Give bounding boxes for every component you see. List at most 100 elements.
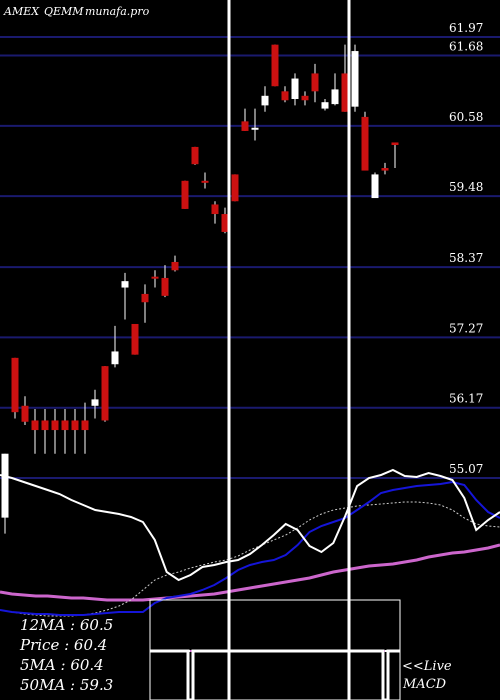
candle bbox=[61, 408, 69, 454]
candle bbox=[281, 86, 289, 103]
candle bbox=[301, 91, 309, 106]
candle bbox=[171, 255, 179, 272]
candle-body bbox=[21, 405, 29, 422]
macd-live-label: <<Live bbox=[402, 659, 452, 674]
candle bbox=[111, 325, 119, 368]
header-exchange: AMEX bbox=[3, 5, 40, 18]
y-tick-label: 57.27 bbox=[449, 321, 483, 335]
candle bbox=[351, 44, 359, 112]
candle-body bbox=[151, 276, 159, 279]
y-tick-label: 59.48 bbox=[449, 180, 483, 194]
candle bbox=[361, 111, 369, 171]
candle-body bbox=[231, 174, 239, 202]
header-symbol: QEMM bbox=[44, 5, 84, 18]
candle bbox=[51, 408, 59, 454]
candle bbox=[131, 323, 139, 355]
candle bbox=[91, 389, 99, 419]
candle-body bbox=[71, 420, 79, 431]
y-tick-label: 55.07 bbox=[449, 462, 483, 476]
y-tick-label: 61.97 bbox=[449, 21, 483, 35]
candle-body bbox=[281, 91, 289, 101]
candle-body bbox=[311, 73, 319, 92]
y-tick-label: 61.68 bbox=[449, 40, 483, 54]
candle-body bbox=[301, 95, 309, 101]
candle-body bbox=[181, 180, 189, 209]
candle-body bbox=[371, 174, 379, 199]
ma-fast-line bbox=[0, 480, 500, 616]
candle-body bbox=[241, 121, 249, 131]
candle bbox=[291, 73, 299, 106]
candle bbox=[41, 408, 49, 454]
candle bbox=[101, 366, 109, 422]
candle bbox=[21, 396, 29, 425]
candle-body bbox=[1, 453, 9, 518]
macd-pulse bbox=[150, 649, 400, 700]
price-line bbox=[0, 468, 500, 582]
candle-body bbox=[131, 323, 139, 355]
y-tick-label: 58.37 bbox=[449, 251, 483, 265]
ma-dotted-line bbox=[0, 501, 500, 617]
macd-panel bbox=[149, 599, 401, 700]
candle bbox=[81, 402, 89, 454]
candle bbox=[11, 357, 19, 419]
ma-slow-line bbox=[0, 543, 500, 602]
candle-body bbox=[31, 420, 39, 431]
candle-body bbox=[331, 89, 339, 105]
indicator-5ma: 5MA : 60.4 bbox=[20, 656, 104, 674]
candle-body bbox=[391, 142, 399, 146]
candle-body bbox=[351, 51, 359, 107]
candle-body bbox=[51, 420, 59, 431]
indicator-12ma: 12MA : 60.5 bbox=[20, 616, 113, 634]
candle-body bbox=[261, 95, 269, 106]
candle-body bbox=[81, 420, 89, 431]
candle-body bbox=[201, 180, 209, 183]
candle-body bbox=[41, 420, 49, 431]
candle bbox=[161, 265, 169, 298]
header-site: munafa.pro bbox=[85, 5, 150, 18]
candle bbox=[231, 174, 239, 202]
candle-body bbox=[271, 44, 279, 87]
candle bbox=[311, 63, 319, 103]
candle bbox=[321, 98, 329, 111]
grid-lines bbox=[0, 36, 500, 479]
candle bbox=[341, 44, 349, 112]
candle bbox=[261, 86, 269, 112]
candle bbox=[151, 270, 159, 288]
candle-body bbox=[291, 78, 299, 99]
candle-body bbox=[121, 281, 129, 288]
macd-label: MACD bbox=[402, 677, 447, 692]
candle-body bbox=[171, 261, 179, 271]
indicator-50ma: 50MA : 59.3 bbox=[20, 676, 113, 694]
candle bbox=[371, 172, 379, 199]
candle-body bbox=[321, 102, 329, 109]
candle-body bbox=[161, 277, 169, 296]
candle bbox=[271, 44, 279, 87]
candle bbox=[191, 146, 199, 165]
candle bbox=[391, 142, 399, 169]
candle bbox=[381, 162, 389, 175]
indicator-price: Price : 60.4 bbox=[19, 636, 107, 654]
candle bbox=[31, 408, 39, 454]
candle-body bbox=[251, 127, 259, 130]
candle-body bbox=[341, 73, 349, 112]
candle-body bbox=[111, 351, 119, 365]
candle bbox=[181, 180, 189, 209]
candle bbox=[1, 453, 9, 534]
candle-body bbox=[381, 168, 389, 171]
candle bbox=[221, 207, 229, 234]
candle bbox=[251, 108, 259, 141]
candle-body bbox=[11, 357, 19, 413]
candle-body bbox=[141, 293, 149, 303]
candle bbox=[201, 172, 209, 189]
candle bbox=[241, 108, 249, 131]
y-tick-labels: 61.97 61.68 60.58 59.48 58.37 57.27 56.17 55.07 bbox=[449, 21, 483, 476]
candle bbox=[141, 284, 149, 323]
candle-body bbox=[101, 366, 109, 421]
y-tick-label: 60.58 bbox=[449, 110, 483, 124]
candle-body bbox=[61, 420, 69, 431]
candle-body bbox=[361, 116, 369, 171]
overlay-lines bbox=[0, 468, 500, 617]
candle bbox=[331, 73, 339, 106]
